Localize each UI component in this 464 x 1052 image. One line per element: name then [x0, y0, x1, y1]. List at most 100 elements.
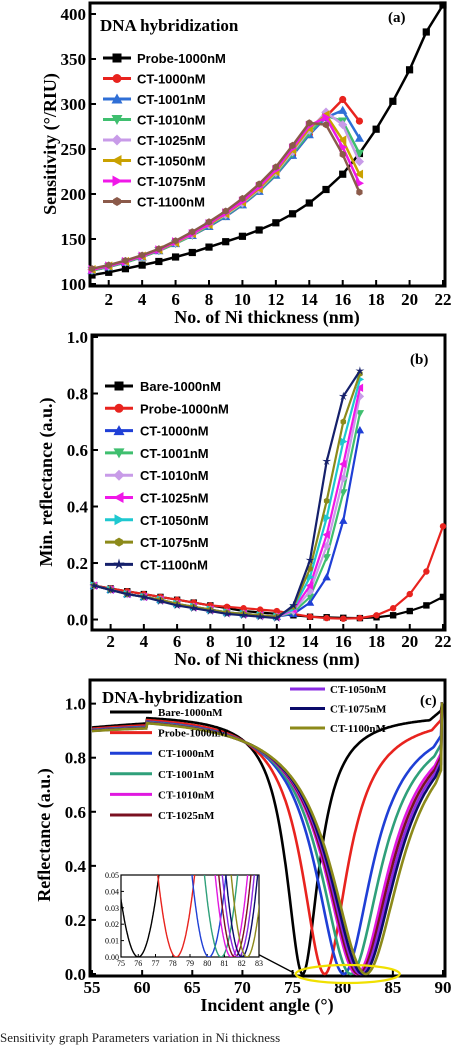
data-point-a: [121, 265, 130, 273]
y-tick-label-a: 350: [61, 50, 87, 69]
data-point-a: [138, 261, 146, 269]
data-point-b: [273, 607, 281, 615]
y-tick-label-a: 400: [61, 5, 87, 24]
legend-label-b: CT-1010nM: [140, 468, 209, 483]
x-tick-label-c: 70: [234, 978, 251, 997]
data-point-b: [305, 593, 315, 602]
data-point-b: [189, 603, 199, 613]
y-tick-label-b: 0.6: [67, 441, 88, 460]
data-point-a: [355, 117, 364, 125]
series-line-b: [93, 525, 445, 620]
data-point-a: [105, 261, 112, 269]
legend-label-a: CT-1100nM: [137, 195, 205, 210]
legend-label-c: CT-1050nM: [330, 684, 387, 696]
y-axis-label-a: Sensitivity (°/RIU): [40, 73, 61, 215]
legend-label-b: CT-1025nM: [140, 491, 209, 506]
data-point-b: [305, 598, 315, 606]
legend-label-b: CT-1100nM: [140, 557, 208, 572]
data-point-a: [222, 207, 229, 215]
x-tick-label-b: 10: [235, 632, 252, 651]
x-tick-label-b: 20: [401, 632, 418, 651]
x-axis-label-b: No. of Ni thickness (nm): [174, 649, 360, 670]
inset-x-tick-label: 83: [255, 959, 263, 968]
legend-label-c: CT-1100nM: [330, 723, 386, 735]
y-tick-label-a: 300: [61, 95, 87, 114]
data-point-a: [439, 1, 447, 9]
x-tick-label-b: 8: [206, 632, 215, 651]
data-point-b: [305, 581, 314, 590]
y-axis-label-b: Min. reflectance (a.u.): [36, 397, 57, 566]
legend-marker-b: [113, 425, 125, 436]
data-point-b: [256, 606, 264, 613]
inset-y-tick-label: 0.00: [105, 953, 119, 962]
data-point-a: [205, 218, 213, 226]
data-point-a: [155, 257, 163, 266]
data-point-a: [139, 251, 146, 259]
x-tick-label-b: 16: [335, 632, 352, 651]
x-tick-label-a: 22: [435, 290, 452, 309]
data-point-a: [322, 121, 330, 129]
inset-x-tick-label: 75: [117, 959, 125, 968]
legend-marker-a: [111, 115, 123, 125]
x-tick-label-a: 20: [401, 290, 418, 309]
data-point-a: [122, 257, 129, 265]
legend-label-b: CT-1050nM: [140, 513, 209, 528]
legend-marker-a: [112, 175, 123, 187]
data-point-a: [238, 232, 247, 240]
data-point-b: [323, 614, 330, 622]
chart-a-title: DNA hybridization: [100, 16, 239, 35]
inset-x-tick-label: 77: [152, 959, 160, 968]
data-point-a: [256, 180, 263, 188]
data-point-a: [354, 133, 365, 142]
legend-label-b: CT-1000nM: [140, 424, 209, 439]
plot-frame-a: [88, 1, 447, 288]
data-point-b: [122, 589, 132, 598]
data-point-b: [355, 383, 364, 393]
data-point-b: [406, 590, 413, 598]
data-point-a: [288, 210, 297, 218]
data-point-b: [406, 607, 413, 615]
legend-label-a: CT-1001nM: [137, 92, 206, 107]
data-point-b: [340, 418, 347, 425]
legend-marker-b: [115, 537, 123, 547]
legend-marker-b: [113, 492, 124, 503]
legend-marker-b: [113, 469, 125, 481]
data-point-b: [205, 606, 215, 615]
data-point-b: [139, 592, 149, 601]
data-point-b: [389, 605, 397, 612]
y-tick-label-c: 0.4: [65, 857, 87, 876]
data-point-a: [172, 237, 179, 245]
data-point-a: [356, 188, 363, 196]
legend-label-a: CT-1075nM: [137, 174, 206, 189]
data-point-b: [340, 437, 348, 446]
legend-marker-a: [111, 134, 123, 146]
inset-lines: [121, 875, 259, 957]
legend-label-b: Probe-1000nM: [140, 401, 229, 416]
legend-label-a: CT-1025nM: [137, 133, 206, 148]
data-point-a: [422, 28, 430, 36]
data-point-a: [255, 226, 263, 234]
series-lines-c: [91, 702, 444, 985]
inset-series-line: [218, 875, 252, 957]
inset-y-tick-label: 0.04: [105, 887, 119, 896]
x-tick-label-a: 14: [301, 290, 319, 309]
y-tick-label-a: 250: [61, 140, 87, 159]
series-line-c: [91, 702, 444, 976]
legend-label-a: CT-1050nM: [137, 154, 206, 169]
data-point-b: [356, 614, 364, 622]
legend-marker-a: [112, 74, 122, 83]
legend-marker-b: [113, 558, 125, 570]
data-point-b: [340, 615, 347, 622]
legend-b: Bare-1000nM Probe-1000nM CT-1000nM CT-1001n…: [105, 379, 229, 572]
x-tick-label-b: 14: [302, 632, 320, 651]
data-point-b: [423, 602, 430, 609]
data-point-a: [339, 170, 347, 178]
x-tick-label-c: 80: [334, 978, 351, 997]
data-point-a: [338, 105, 348, 114]
data-point-a: [322, 185, 330, 194]
data-point-b: [323, 513, 331, 523]
series-line-a: [91, 4, 445, 277]
legend-marker-b: [113, 448, 125, 459]
data-point-a: [189, 228, 196, 236]
y-tick-label-a: 100: [61, 275, 87, 294]
